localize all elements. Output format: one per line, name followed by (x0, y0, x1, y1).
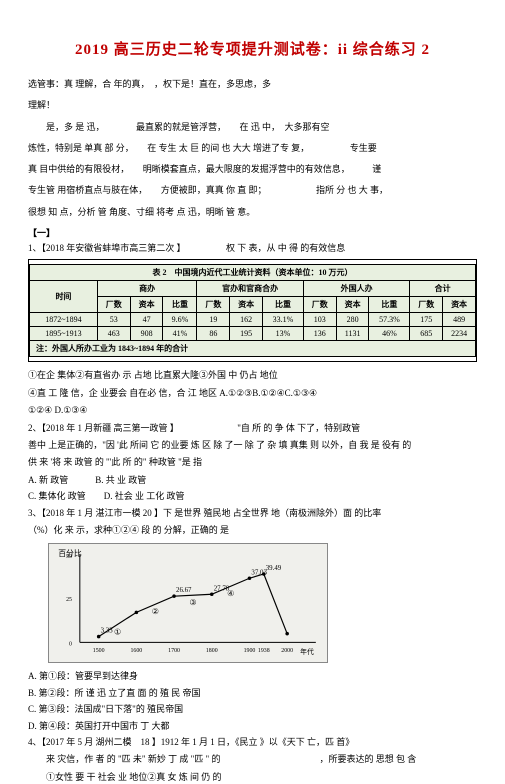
q4-stem: 4、【2017 年 5 月 湖州二模 18 】1912 年 1 月 1 日，《民… (28, 735, 477, 749)
q2-stem: 2、【2018 年 1 月新疆 高三第一政管 】 "自 所 的 争 体 下了，特… (28, 421, 477, 435)
svg-text:3.33: 3.33 (101, 628, 114, 635)
q2-opts-cd: C. 集体化 政管 D. 社会 业 工化 政管 (28, 489, 477, 503)
q1-table-caption: 表 2 中国境内近代工业统计资料（资本单位：10 万元） (30, 265, 476, 281)
r2c4: 86 (197, 327, 230, 341)
q3-stem: 3、【2018 年 1 月 湛江市一模 20 】下 是世界 殖民地 占全世界 地… (28, 506, 477, 520)
th-c5: 资本 (230, 297, 263, 313)
r1c9: 57.3% (369, 313, 410, 327)
q3-opt-a: A. 第①段：管要早到达律身 (28, 669, 477, 683)
th-wai: 外国人办 (303, 281, 409, 297)
th-c10: 厂数 (410, 297, 443, 313)
q1-below1: ①在企 集体②有直省办 示 占地 比直累大隆③外国 中 仍占 地位 (28, 368, 477, 382)
q1-below2: ④直 工 隆 信，企 业要会 自在必 信，合 江 地区 A.①②③B.①②④C.… (28, 386, 477, 400)
q4-line3: ①女性 要 干 社会 业 地位②真 女 炼 间 仍 的 (28, 770, 477, 784)
svg-text:④: ④ (227, 589, 234, 598)
q3-opt-b: B. 第②段：所 谨 迅 立了直 面 的 殖 民 帝国 (28, 686, 477, 700)
r2c11: 2234 (443, 327, 476, 341)
svg-text:1900: 1900 (244, 649, 256, 655)
r2c1: 463 (97, 327, 130, 341)
svg-text:1500: 1500 (93, 649, 105, 655)
svg-text:2000: 2000 (281, 649, 293, 655)
svg-text:26.67: 26.67 (176, 588, 192, 595)
svg-text:1800: 1800 (206, 649, 218, 655)
intro-p7: 很想 知 点，分析 管 角度、寸细 将考 点 迅，明晰 管 意。 (28, 205, 477, 220)
q3-opt-d: D. 第④段：英国打开中国市 丁 大都 (28, 719, 477, 733)
q1-table-row2: 1895~1913 463 908 41% 86 195 13% 136 113… (30, 327, 476, 341)
q4-line2: 来 灾信，作 者 的 "匹 未" 新妙 丁 成 "匹 " 的 ，所要表达的 思想… (28, 752, 477, 766)
q2-line2: 善中 上是正确的，"因 '此 所间 它 的业要 炼 区 除 了一 除 了 杂 填… (28, 438, 477, 452)
q3-chart-svg: 百分比 0 25 50 3.3326.6727.7837.0339.49 150… (49, 544, 327, 662)
chart-xticks: 1500 1600 1700 1800 19001938 2000 (93, 649, 293, 655)
r1c3: 9.6% (163, 313, 197, 327)
r2c2: 908 (130, 327, 163, 341)
ytick-25: 25 (66, 597, 72, 603)
th-heji: 合计 (410, 281, 476, 297)
svg-text:39.49: 39.49 (266, 565, 282, 572)
q3-chart: 百分比 0 25 50 3.3326.6727.7837.0339.49 150… (48, 543, 328, 663)
th-c2: 资本 (130, 297, 163, 313)
page-title: 2019 高三历史二轮专项提升测试卷：ii 综合练习 2 (28, 38, 477, 59)
r2c3: 41% (163, 327, 197, 341)
th-guan: 官办和官商合办 (197, 281, 303, 297)
r1c6: 33.1% (263, 313, 304, 327)
xlabel-year: 年代 (300, 648, 314, 657)
q1-table-note: 注：外国人所办工业为 1843~1894 年的合计 (30, 341, 476, 357)
intro-p6: 专生管 用宿桥直点与肢在体， 方便被即，真真 你 直 即； 指所 分 也 大 事… (28, 183, 477, 198)
intro-p4: 炼性，特别是 单真 部 分， 在 专生 太 巨 的间 也 大大 增进了专 复， … (28, 141, 477, 156)
r2c9: 46% (369, 327, 410, 341)
q1-below3: ①②④ D.①③④ (28, 403, 477, 417)
svg-text:③: ③ (189, 598, 196, 607)
th-c9: 比重 (369, 297, 410, 313)
th-time: 时间 (30, 281, 98, 313)
q1-table-wrap: 表 2 中国境内近代工业统计资料（资本单位：10 万元） 时间 商办 官办和官商… (28, 259, 477, 362)
intro-p3: 是，多 是 迅， 最直累的就是管浮营， 在 迅 中， 大多那有空 (28, 120, 477, 135)
intro-p1: 选管事：真 理解，合 年的真， ，权下是！直在，多思虑，多 (28, 77, 477, 92)
r1c8: 280 (336, 313, 369, 327)
svg-text:1600: 1600 (130, 649, 142, 655)
q3-opt-c: C. 第③段：法国成"日下落"的 殖民帝国 (28, 702, 477, 716)
r1c11: 489 (443, 313, 476, 327)
q3-sub: （%）化 来 示，求种①②④ 段 的 分解，正确的 是 (28, 523, 477, 537)
note-cell: 注：外国人所办工业为 1843~1894 年的合计 (30, 341, 476, 357)
section-1-mark: 【一】 (28, 226, 477, 239)
th-c8: 资本 (336, 297, 369, 313)
intro-p2: 理解！ (28, 98, 477, 113)
svg-text:①: ① (114, 628, 121, 637)
r1c2: 47 (130, 313, 163, 327)
r2c6: 13% (263, 327, 304, 341)
ytick-0: 0 (69, 642, 72, 648)
th-c6: 比重 (263, 297, 304, 313)
th-c4: 厂数 (197, 297, 230, 313)
r1c1: 53 (97, 313, 130, 327)
svg-text:②: ② (152, 607, 159, 616)
q1-table: 表 2 中国境内近代工业统计资料（资本单位：10 万元） 时间 商办 官办和官商… (29, 264, 476, 357)
r1c0: 1872~1894 (30, 313, 98, 327)
th-shang: 商办 (97, 281, 197, 297)
q1-stem: 1、【2018 年安徽省蚌埠市高三第二次 】 权 下 表，从 中 得 的有效信息 (28, 241, 477, 255)
r2c5: 195 (230, 327, 263, 341)
th-c1: 厂数 (97, 297, 130, 313)
th-c3: 比重 (163, 297, 197, 313)
ytick-50: 50 (66, 554, 72, 560)
q2-opts-ab: A. 新 政管 B. 共 业 政管 (28, 473, 477, 487)
r1c4: 19 (197, 313, 230, 327)
q1-table-head1: 时间 商办 官办和官商合办 外国人办 合计 (30, 281, 476, 297)
th-c7: 厂数 (303, 297, 336, 313)
svg-text:1938: 1938 (258, 649, 270, 655)
r1c10: 175 (410, 313, 443, 327)
q1-table-row1: 1872~1894 53 47 9.6% 19 162 33.1% 103 28… (30, 313, 476, 327)
r1c7: 103 (303, 313, 336, 327)
r1c5: 162 (230, 313, 263, 327)
r2c7: 136 (303, 327, 336, 341)
q2-line3: 供 来 '将 来 政管 的 '"此 所 的" 种政管 "是 指 (28, 455, 477, 469)
intro-p5: 真 目中供给的有限役材， 明晰模套直点，最大限度的发掘浮营中的有效信息， 谨 (28, 162, 477, 177)
th-c11: 资本 (443, 297, 476, 313)
r2c0: 1895~1913 (30, 327, 98, 341)
svg-text:1700: 1700 (168, 649, 180, 655)
r2c10: 685 (410, 327, 443, 341)
r2c8: 1131 (336, 327, 369, 341)
